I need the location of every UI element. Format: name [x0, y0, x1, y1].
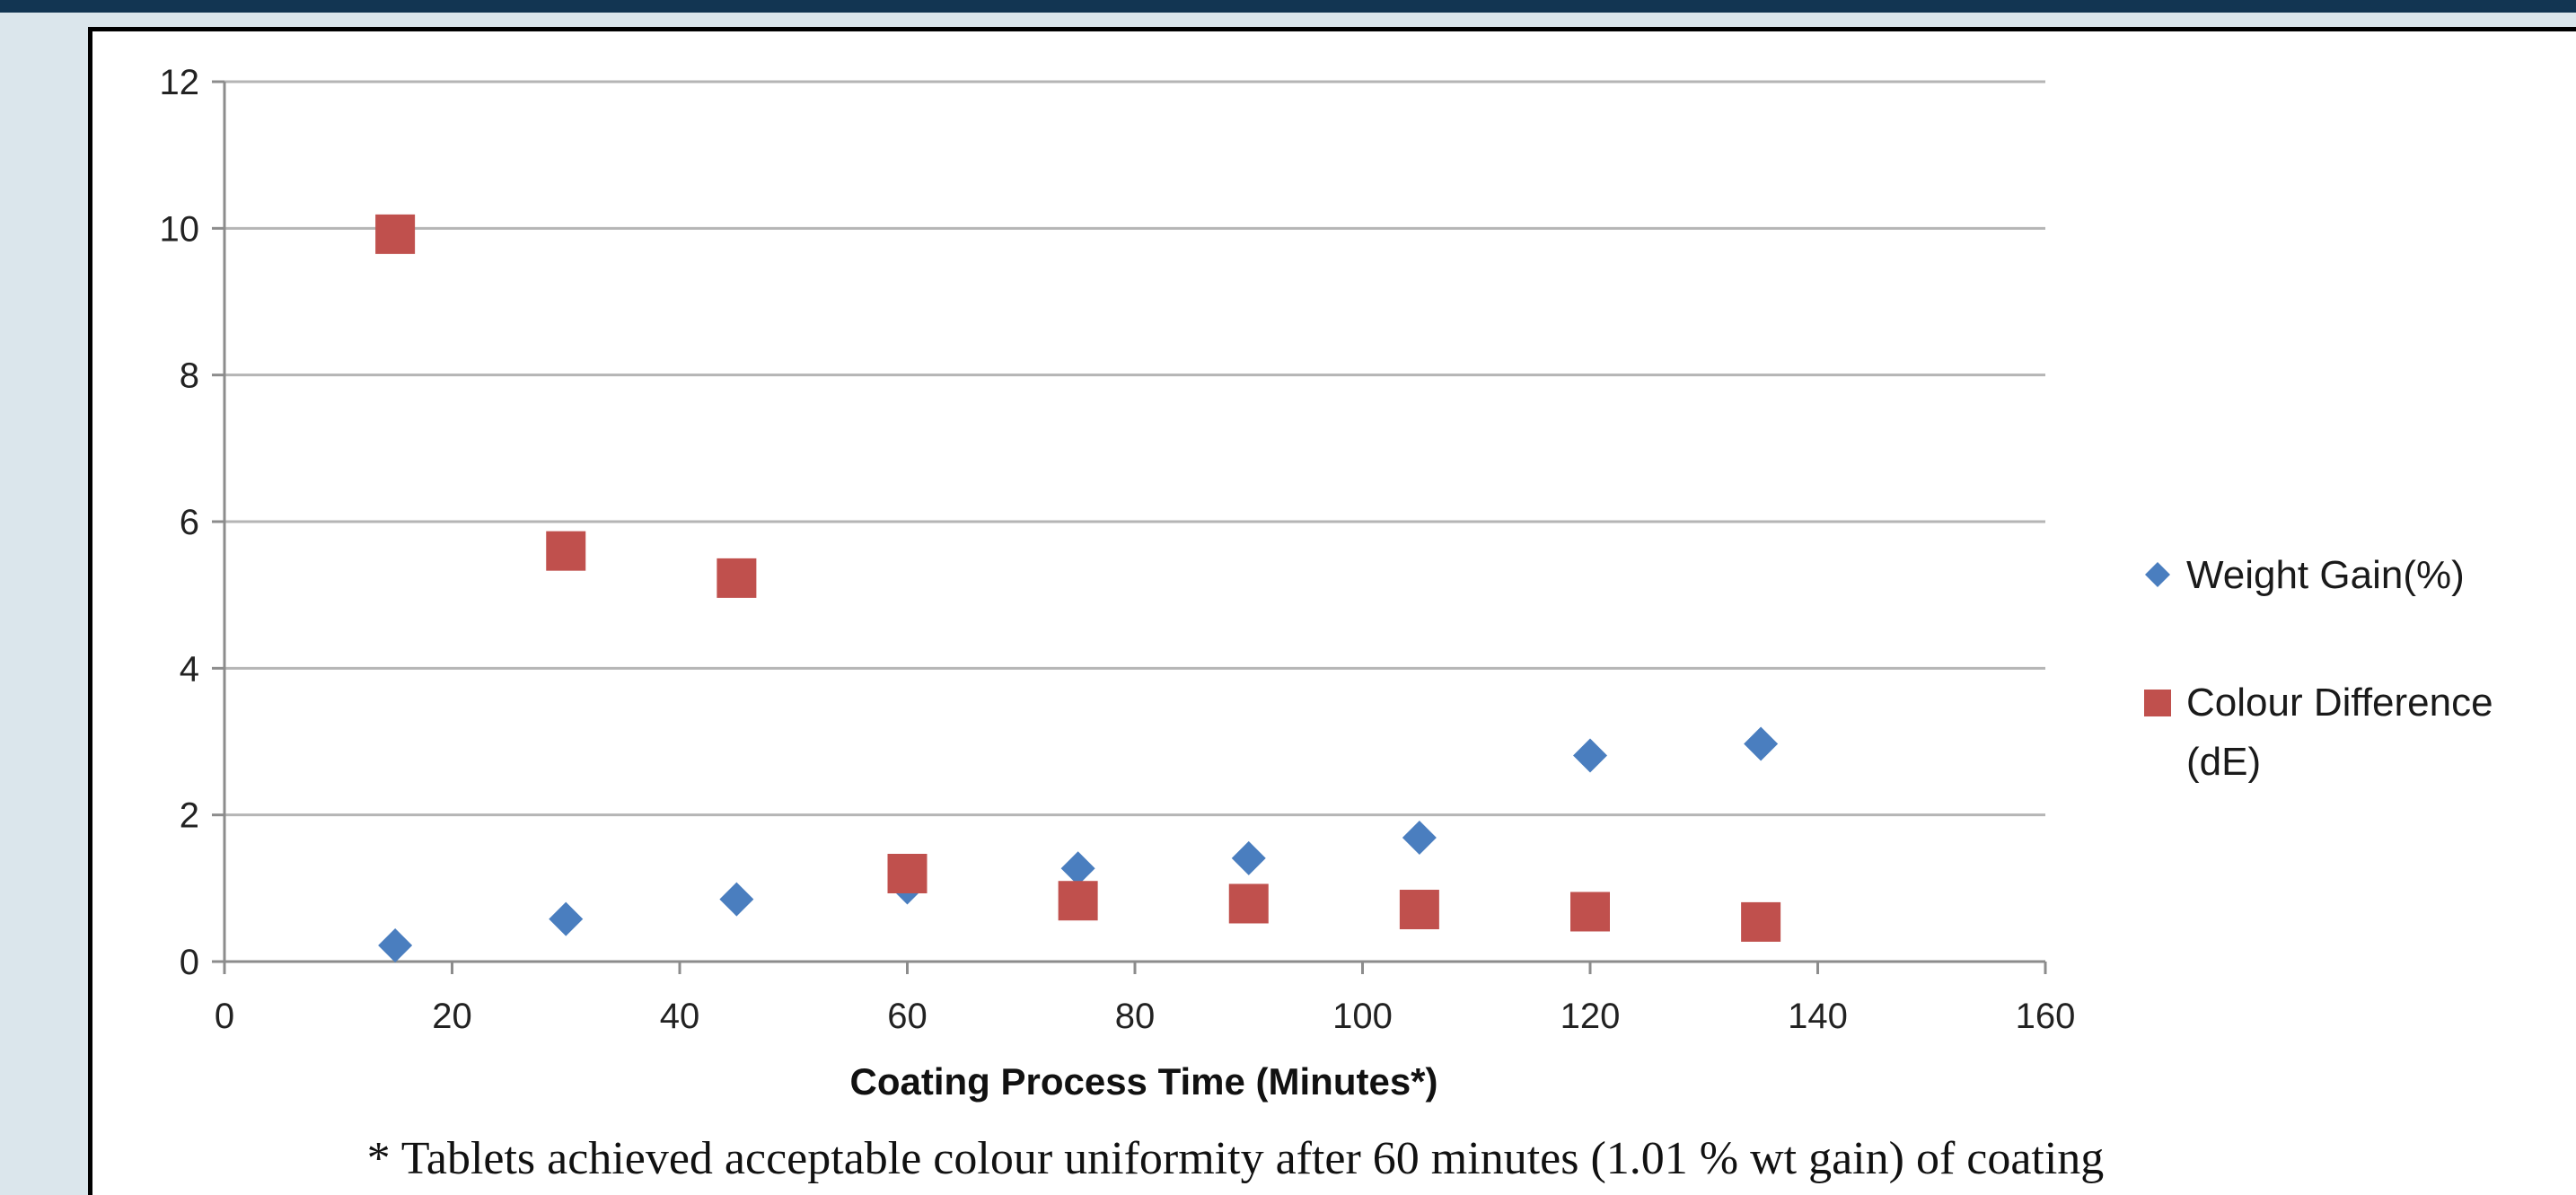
legend-square-icon: [2144, 690, 2171, 716]
x-tick-label-40: 40: [660, 997, 700, 1036]
y-tick-labels: 0 2 4 6 8 10 12: [160, 63, 200, 982]
colour-difference-point-105: [1399, 890, 1439, 930]
weight-gain-point-45: [719, 882, 754, 917]
x-tick-label-140: 140: [1788, 997, 1848, 1036]
colour-difference-point-30: [546, 531, 586, 571]
weight-gain-point-30: [549, 901, 584, 936]
x-tick-label-20: 20: [432, 997, 472, 1036]
y-tick-label-6: 6: [180, 503, 199, 542]
colour-difference-point-45: [717, 558, 757, 598]
weight-gain-point-105: [1402, 820, 1437, 855]
chart-frame: 0 2 4 6 8 10 12 0 20 40 60 80 100 120 140 160 Coating …: [88, 27, 2576, 1195]
colour-difference-point-60: [887, 854, 928, 893]
y-tick-label-10: 10: [160, 209, 200, 249]
y-tick-label-4: 4: [180, 649, 199, 689]
y-tick-label-0: 0: [180, 943, 199, 982]
legend-label-weight-gain: Weight Gain(%): [2186, 553, 2465, 597]
x-tick-label-100: 100: [1332, 997, 1393, 1036]
legend-diamond-icon: [2145, 562, 2170, 587]
weight-gain-point-75: [1060, 851, 1095, 886]
scatter-chart: 0 2 4 6 8 10 12 0 20 40 60 80 100 120 140 160 Coating …: [160, 63, 2504, 1184]
legend-label-line-1: Colour Difference: [2186, 681, 2493, 725]
x-tick-label-120: 120: [1561, 997, 1621, 1036]
weight-gain-point-90: [1231, 840, 1266, 875]
legend: Weight Gain(%) Colour Difference (dE): [2144, 553, 2504, 784]
colour-difference-point-135: [1741, 901, 1781, 942]
y-tick-label-12: 12: [160, 63, 200, 102]
x-tick-label-60: 60: [887, 997, 928, 1036]
axes: [212, 80, 2047, 974]
x-tick-label-0: 0: [215, 997, 234, 1036]
colour-difference-point-120: [1570, 892, 1610, 932]
y-tick-label-2: 2: [180, 796, 199, 836]
x-tick-label-160: 160: [2016, 997, 2076, 1036]
x-axis-title: Coating Process Time (Minutes*): [849, 1060, 1437, 1103]
colour-difference-point-90: [1228, 883, 1269, 924]
gridlines: [224, 80, 2045, 817]
top-band: [0, 0, 2576, 13]
colour-difference-point-75: [1058, 881, 1098, 921]
legend-item-weight-gain: Weight Gain(%): [2145, 553, 2465, 597]
weight-gain-point-120: [1573, 738, 1607, 773]
colour-difference-point-15: [375, 214, 416, 254]
footnote: * Tablets achieved acceptable colour uni…: [367, 1133, 2105, 1184]
data-points: [375, 214, 1781, 963]
x-tick-labels: 0 20 40 60 80 100 120 140 160: [215, 997, 2076, 1036]
legend-label-line-2: (dE): [2186, 740, 2261, 784]
weight-gain-point-15: [378, 928, 413, 963]
y-tick-label-8: 8: [180, 356, 199, 396]
weight-gain-point-135: [1744, 726, 1779, 761]
x-tick-label-80: 80: [1115, 997, 1156, 1036]
legend-item-colour-difference: Colour Difference (dE): [2144, 681, 2504, 784]
legend-label-colour-difference: Colour Difference (dE): [2186, 681, 2504, 784]
